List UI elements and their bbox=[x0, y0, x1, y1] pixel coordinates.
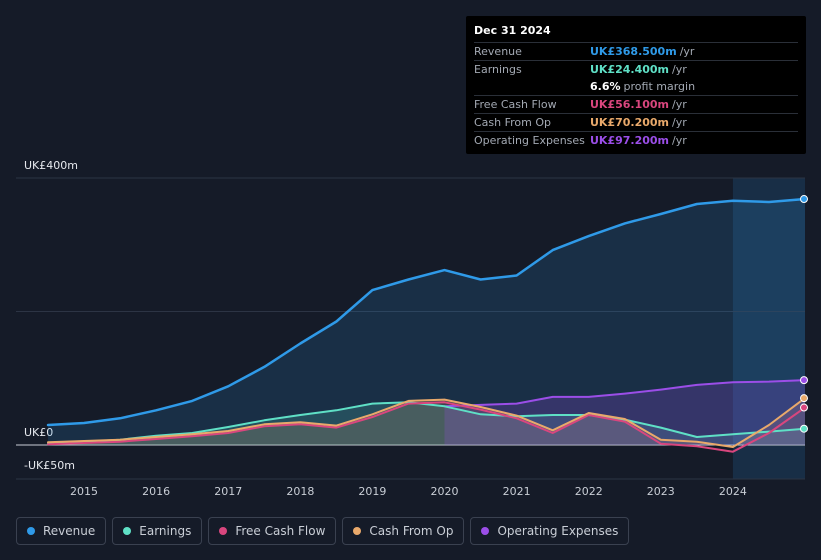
x-tick-label: 2020 bbox=[431, 485, 459, 498]
area-cash-from-op bbox=[48, 398, 805, 447]
legend-label: Cash From Op bbox=[369, 524, 454, 538]
x-tick-label: 2024 bbox=[719, 485, 747, 498]
tooltip: Dec 31 2024 Revenue UK£368.500m /yr Earn… bbox=[466, 16, 806, 154]
tooltip-unit: /yr bbox=[672, 116, 687, 129]
area-revenue bbox=[48, 199, 805, 445]
x-tick-label: 2016 bbox=[142, 485, 170, 498]
end-point-cash-from-op bbox=[800, 394, 808, 403]
chart: UK£400m UK£0 -UK£50m 2015 2016 2017 2018 2019 20… bbox=[16, 159, 808, 498]
tooltip-row-free-cash-flow: Free Cash Flow UK£56.100m /yr bbox=[474, 95, 798, 113]
legend-item-free-cash-flow[interactable]: Free Cash Flow bbox=[208, 517, 337, 545]
x-tick-label: 2022 bbox=[575, 485, 603, 498]
legend-label: Earnings bbox=[139, 524, 192, 538]
tooltip-label: Revenue bbox=[474, 45, 522, 58]
legend-item-revenue[interactable]: Revenue bbox=[16, 517, 107, 545]
x-tick-label: 2021 bbox=[503, 485, 531, 498]
end-point-free-cash-flow bbox=[800, 403, 808, 412]
tooltip-unit: /yr bbox=[672, 98, 687, 111]
tooltip-value: UK£24.400m bbox=[590, 63, 670, 76]
line-earnings bbox=[47, 401, 806, 444]
legend-item-operating-expenses[interactable]: Operating Expenses bbox=[470, 517, 630, 545]
legend-label: Revenue bbox=[43, 524, 96, 538]
tooltip-label: Operating Expenses bbox=[474, 134, 585, 147]
y-tick-label: UK£400m bbox=[24, 159, 78, 172]
legend-dot-icon bbox=[123, 527, 132, 535]
tooltip-row-profit-margin: 6.6% profit margin bbox=[474, 78, 798, 95]
x-tick-label: 2018 bbox=[286, 485, 314, 498]
end-point-operating-expenses bbox=[800, 376, 808, 385]
tooltip-label: Earnings bbox=[474, 63, 522, 76]
area-operating-expenses bbox=[444, 380, 805, 445]
tooltip-value: UK£56.100m bbox=[590, 98, 670, 111]
end-point-revenue bbox=[800, 195, 808, 204]
tooltip-date: Dec 31 2024 bbox=[474, 24, 551, 37]
tooltip-label: Cash From Op bbox=[474, 116, 552, 129]
legend-dot-icon bbox=[27, 527, 35, 535]
tooltip-label: Free Cash Flow bbox=[474, 98, 557, 111]
legend: Revenue Earnings Free Cash Flow Cash Fro… bbox=[16, 517, 630, 545]
legend-dot-icon bbox=[481, 527, 490, 535]
tooltip-row-earnings: Earnings UK£24.400m /yr bbox=[474, 60, 798, 78]
legend-item-cash-from-op[interactable]: Cash From Op bbox=[342, 517, 465, 545]
legend-label: Operating Expenses bbox=[497, 524, 619, 538]
tooltip-value: 6.6% bbox=[590, 80, 621, 93]
x-tick-label: 2017 bbox=[214, 485, 242, 498]
line-operating-expenses bbox=[443, 379, 806, 408]
line-cash-from-op bbox=[47, 397, 806, 448]
legend-item-earnings[interactable]: Earnings bbox=[112, 517, 203, 545]
tooltip-unit: profit margin bbox=[623, 80, 696, 93]
tooltip-row-cash-from-op: Cash From Op UK£70.200m /yr bbox=[474, 113, 798, 131]
tooltip-row-operating-expenses: Operating Expenses UK£97.200m /yr bbox=[474, 131, 798, 149]
tooltip-row-revenue: Revenue UK£368.500m /yr bbox=[474, 42, 798, 60]
tooltip-unit: /yr bbox=[672, 134, 687, 147]
legend-dot-icon bbox=[219, 527, 228, 535]
line-free-cash-flow bbox=[47, 401, 806, 453]
line-revenue bbox=[46, 197, 807, 427]
legend-label: Free Cash Flow bbox=[235, 524, 326, 538]
x-tick-label: 2019 bbox=[358, 485, 386, 498]
tooltip-value: UK£70.200m bbox=[590, 116, 670, 129]
end-point-earnings bbox=[800, 424, 808, 433]
tooltip-unit: /yr bbox=[679, 45, 695, 58]
y-tick-label: -UK£50m bbox=[24, 459, 75, 472]
legend-dot-icon bbox=[353, 527, 362, 535]
y-tick-label: UK£0 bbox=[24, 426, 53, 439]
x-tick-label: 2015 bbox=[70, 485, 98, 498]
tooltip-value: UK£368.500m bbox=[590, 45, 677, 58]
x-tick-label: 2023 bbox=[647, 485, 675, 498]
tooltip-value: UK£97.200m bbox=[590, 134, 670, 147]
tooltip-unit: /yr bbox=[672, 63, 687, 76]
area-earnings bbox=[48, 402, 805, 445]
tooltip-label bbox=[474, 78, 590, 95]
